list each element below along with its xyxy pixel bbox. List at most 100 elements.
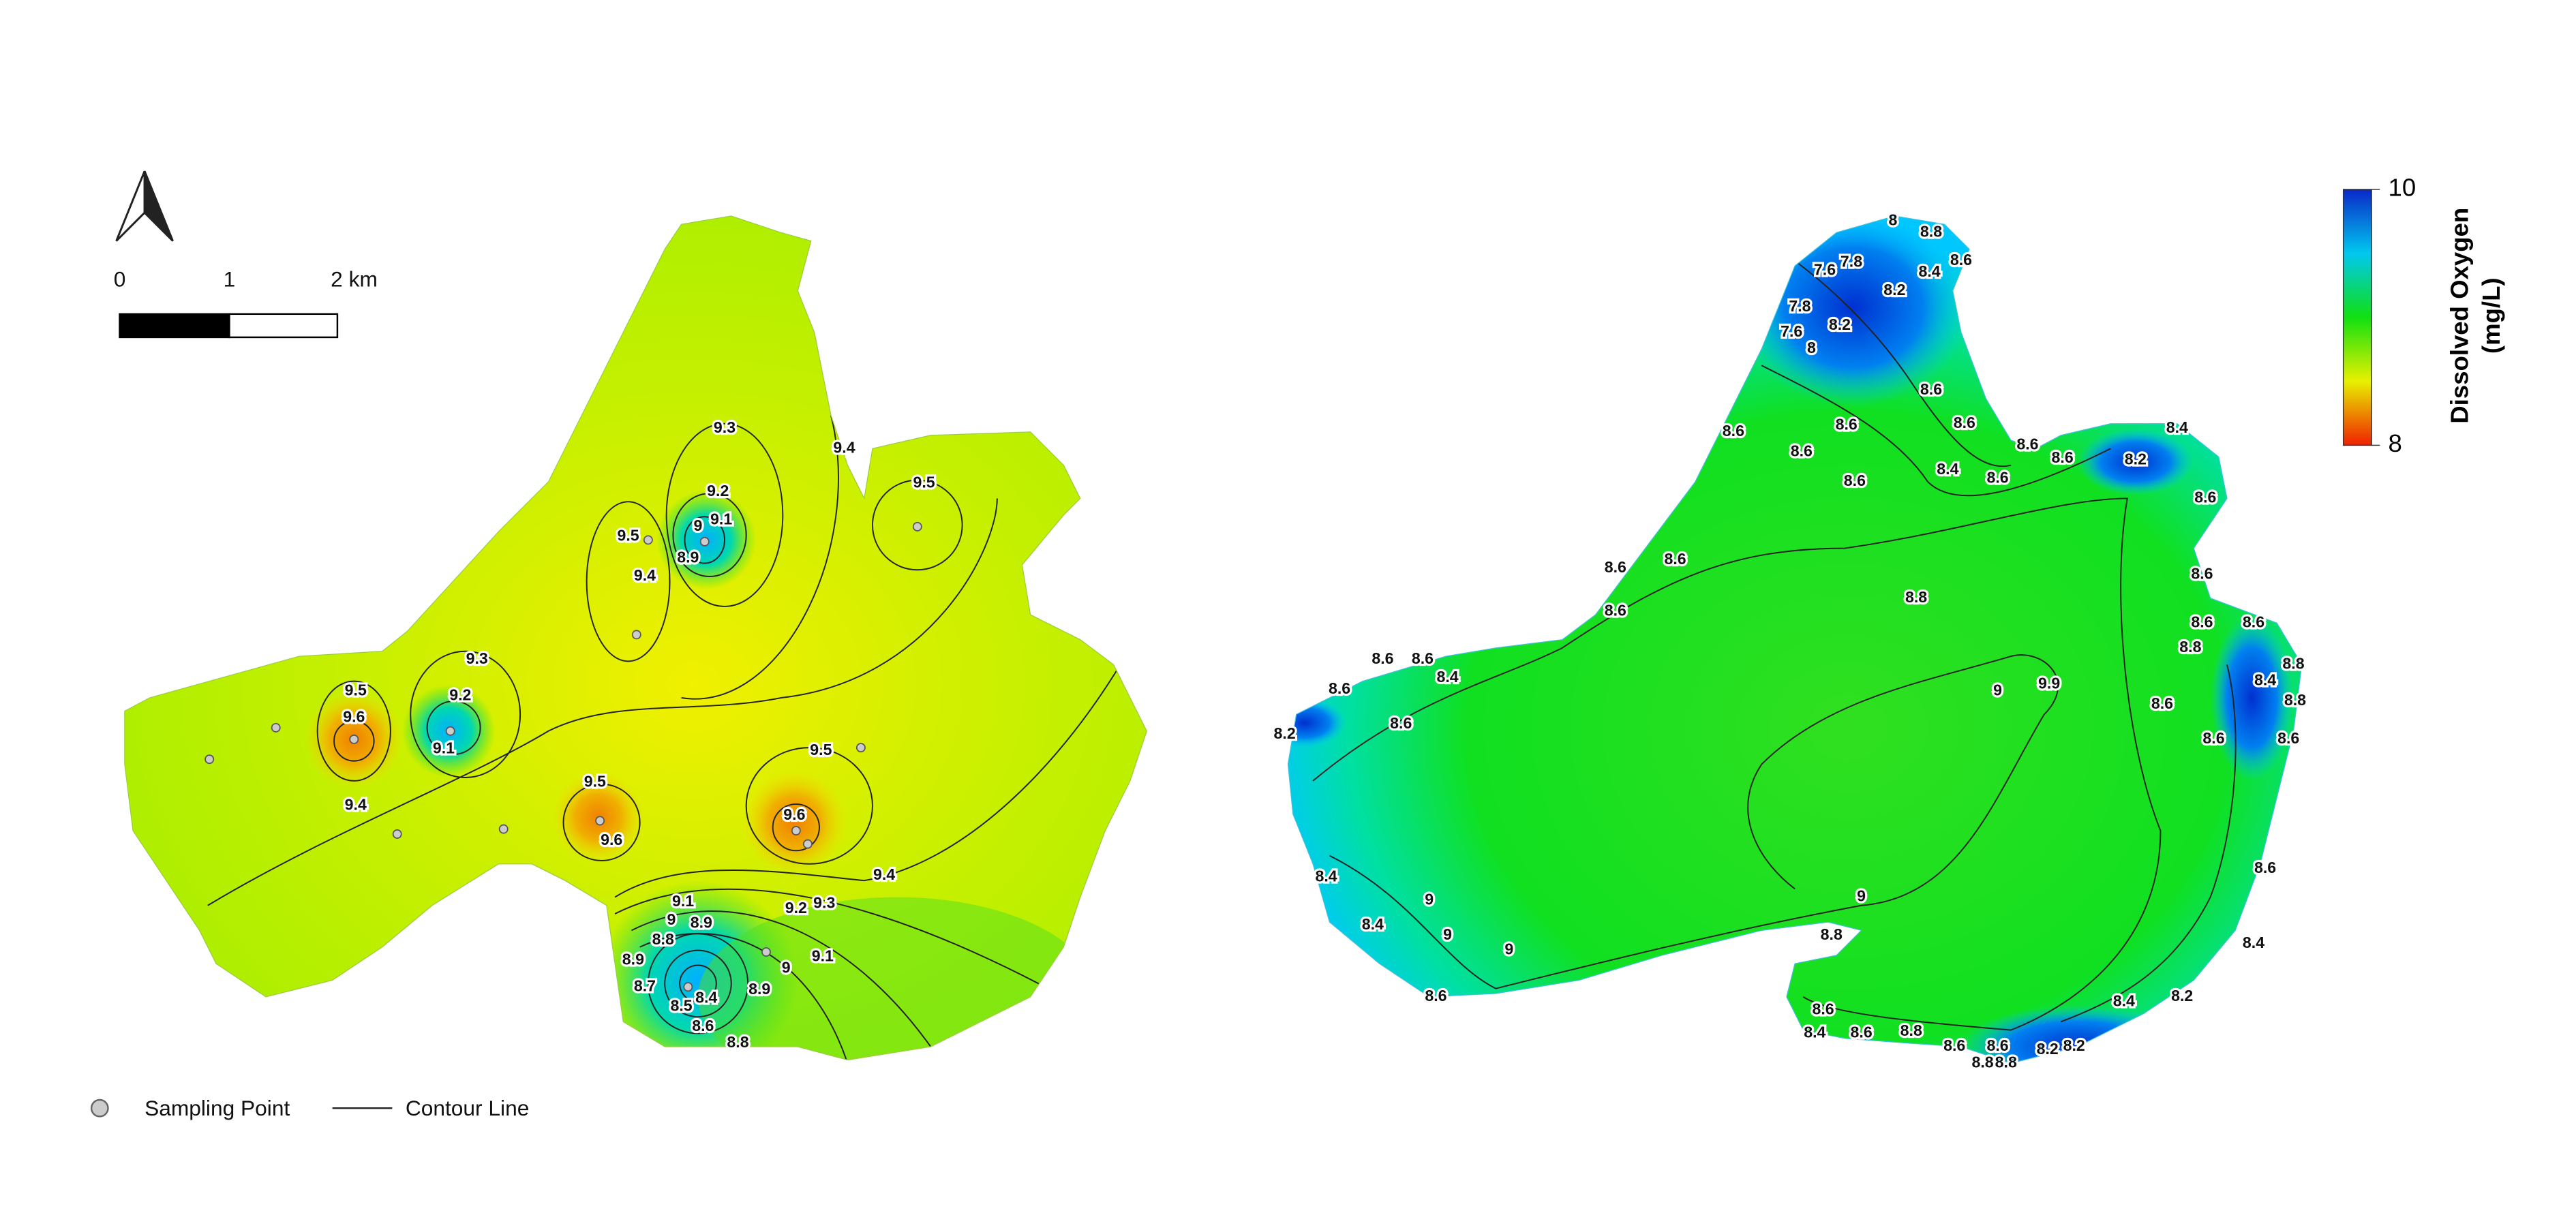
contour-label: 9.5 — [584, 772, 606, 790]
contour-label: 8.6 — [2277, 729, 2299, 747]
contour-label: 8.8 — [1995, 1053, 2017, 1071]
contour-lines — [207, 415, 1131, 1060]
contour-line — [1312, 497, 2162, 1031]
contour-line — [772, 803, 820, 852]
scale-bar: 0 1 2 km — [114, 266, 378, 339]
contour-line — [1329, 654, 2059, 989]
contour-label: 8.4 — [1362, 915, 1384, 933]
sampling-point — [595, 816, 605, 826]
contour-label: 8.6 — [1943, 1036, 1965, 1054]
sampling-points — [204, 521, 922, 992]
contour-label: 9.1 — [812, 947, 834, 964]
contour-line — [586, 501, 671, 662]
contour-label: 8.2 — [1883, 281, 1905, 298]
legend-symbol — [90, 1098, 109, 1118]
contour-label: 7.8 — [1789, 297, 1810, 315]
contour-label: 9.2 — [707, 482, 729, 499]
contour-line — [207, 498, 998, 906]
contour-line — [745, 747, 873, 865]
low-zone — [2210, 615, 2294, 781]
contour-label: 8.8 — [1920, 222, 1942, 240]
sampling-point — [271, 722, 281, 733]
contour-label: 8.5 — [671, 997, 693, 1015]
contour-label: 9 — [667, 910, 676, 928]
low-zone — [2077, 429, 2194, 495]
contour-label: 8.4 — [695, 988, 717, 1006]
sampling-point — [791, 826, 801, 836]
contour-line — [664, 949, 732, 1018]
low-zone — [1288, 698, 1346, 748]
sampling-point — [498, 824, 509, 834]
contour-label: 9 — [1857, 887, 1866, 905]
north-arrow — [115, 170, 174, 242]
scale-label: 2 km — [331, 266, 378, 291]
contour-label: 9 — [782, 959, 791, 976]
contour-label: 8.2 — [1274, 724, 1296, 742]
contour-label: 9 — [1504, 940, 1513, 958]
contour-label: 8.6 — [2191, 565, 2213, 583]
contour-label: 8.6 — [1954, 414, 1975, 431]
contour-line — [665, 422, 784, 607]
contour-label: 8.7 — [634, 976, 656, 994]
contour-label: 8.6 — [2016, 435, 2038, 453]
scale-segment — [228, 313, 339, 339]
legend-label: Contour Line — [406, 1096, 529, 1120]
contour-label: 8.9 — [677, 548, 699, 566]
north-arrow-left — [115, 170, 146, 242]
contour-label: 8.6 — [1412, 649, 1434, 667]
contour-label: 8.9 — [748, 980, 770, 998]
sampling-point — [643, 535, 653, 545]
contour-label: 8.6 — [1425, 987, 1446, 1004]
contour-label: 8.6 — [2202, 729, 2224, 747]
contour-label: 8.6 — [1723, 422, 1744, 440]
contour-label: 9.4 — [345, 796, 367, 814]
contour-label: 8.4 — [1804, 1024, 1825, 1041]
sampling-point — [699, 536, 710, 547]
contour-label: 9.1 — [672, 892, 694, 910]
contour-label: 8.8 — [1821, 925, 1843, 943]
contour-label: 8.6 — [1851, 1024, 1873, 1041]
contour-label: 8.6 — [1812, 1000, 1834, 1017]
contour-label: 8.8 — [727, 1033, 748, 1051]
contour-label: 9.3 — [466, 649, 488, 667]
contour-line — [681, 415, 839, 700]
contour-label: 8.6 — [1372, 649, 1393, 667]
contour-label: 9.4 — [873, 865, 895, 883]
contour-line — [672, 493, 747, 578]
contour-line — [679, 964, 717, 1003]
contour-label: 8.4 — [1315, 867, 1337, 885]
contour-label: 9.2 — [449, 686, 471, 704]
contour-label: 8 — [1889, 211, 1898, 228]
sampling-point — [349, 735, 359, 744]
contour-label: 8.6 — [1986, 1036, 2008, 1054]
contour-label: 8.6 — [1920, 380, 1942, 398]
contour-label: 8.9 — [691, 914, 712, 932]
sampling-point — [912, 521, 922, 532]
colorbar-title: Dissolved Oxygen — [2445, 208, 2473, 424]
contour-line — [333, 720, 375, 762]
contour-label: 8 — [1807, 339, 1816, 356]
contour-line — [562, 783, 641, 861]
contour-label: 9 — [1425, 891, 1434, 908]
colorbar-title: (mg/L) — [2477, 277, 2505, 354]
contour-label: 9 — [1443, 925, 1452, 943]
contour-lines — [1312, 248, 2237, 1031]
contour-label: 8.8 — [1972, 1053, 1994, 1071]
contour-line — [2060, 664, 2237, 1023]
contour-label: 8.8 — [652, 930, 674, 948]
contour-line — [631, 910, 932, 1047]
contour-label: 8.6 — [2052, 448, 2074, 466]
scale-label: 1 — [224, 266, 236, 291]
contour-line — [872, 479, 963, 571]
contour-label: 7.6 — [1781, 322, 1802, 340]
contour-label: 9 — [1993, 681, 2002, 698]
contour-label: 7.8 — [1840, 252, 1862, 270]
colorbar: Dissolved Oxygen (mg/L) 8 10 — [2342, 174, 2505, 457]
contour-line — [316, 680, 391, 782]
contour-label: 8.6 — [1605, 601, 1626, 619]
contour-label: 9.5 — [617, 527, 639, 544]
contour-label: 8.8 — [2179, 638, 2201, 656]
sampling-point — [683, 982, 693, 992]
contour-label: 9.6 — [343, 707, 365, 725]
